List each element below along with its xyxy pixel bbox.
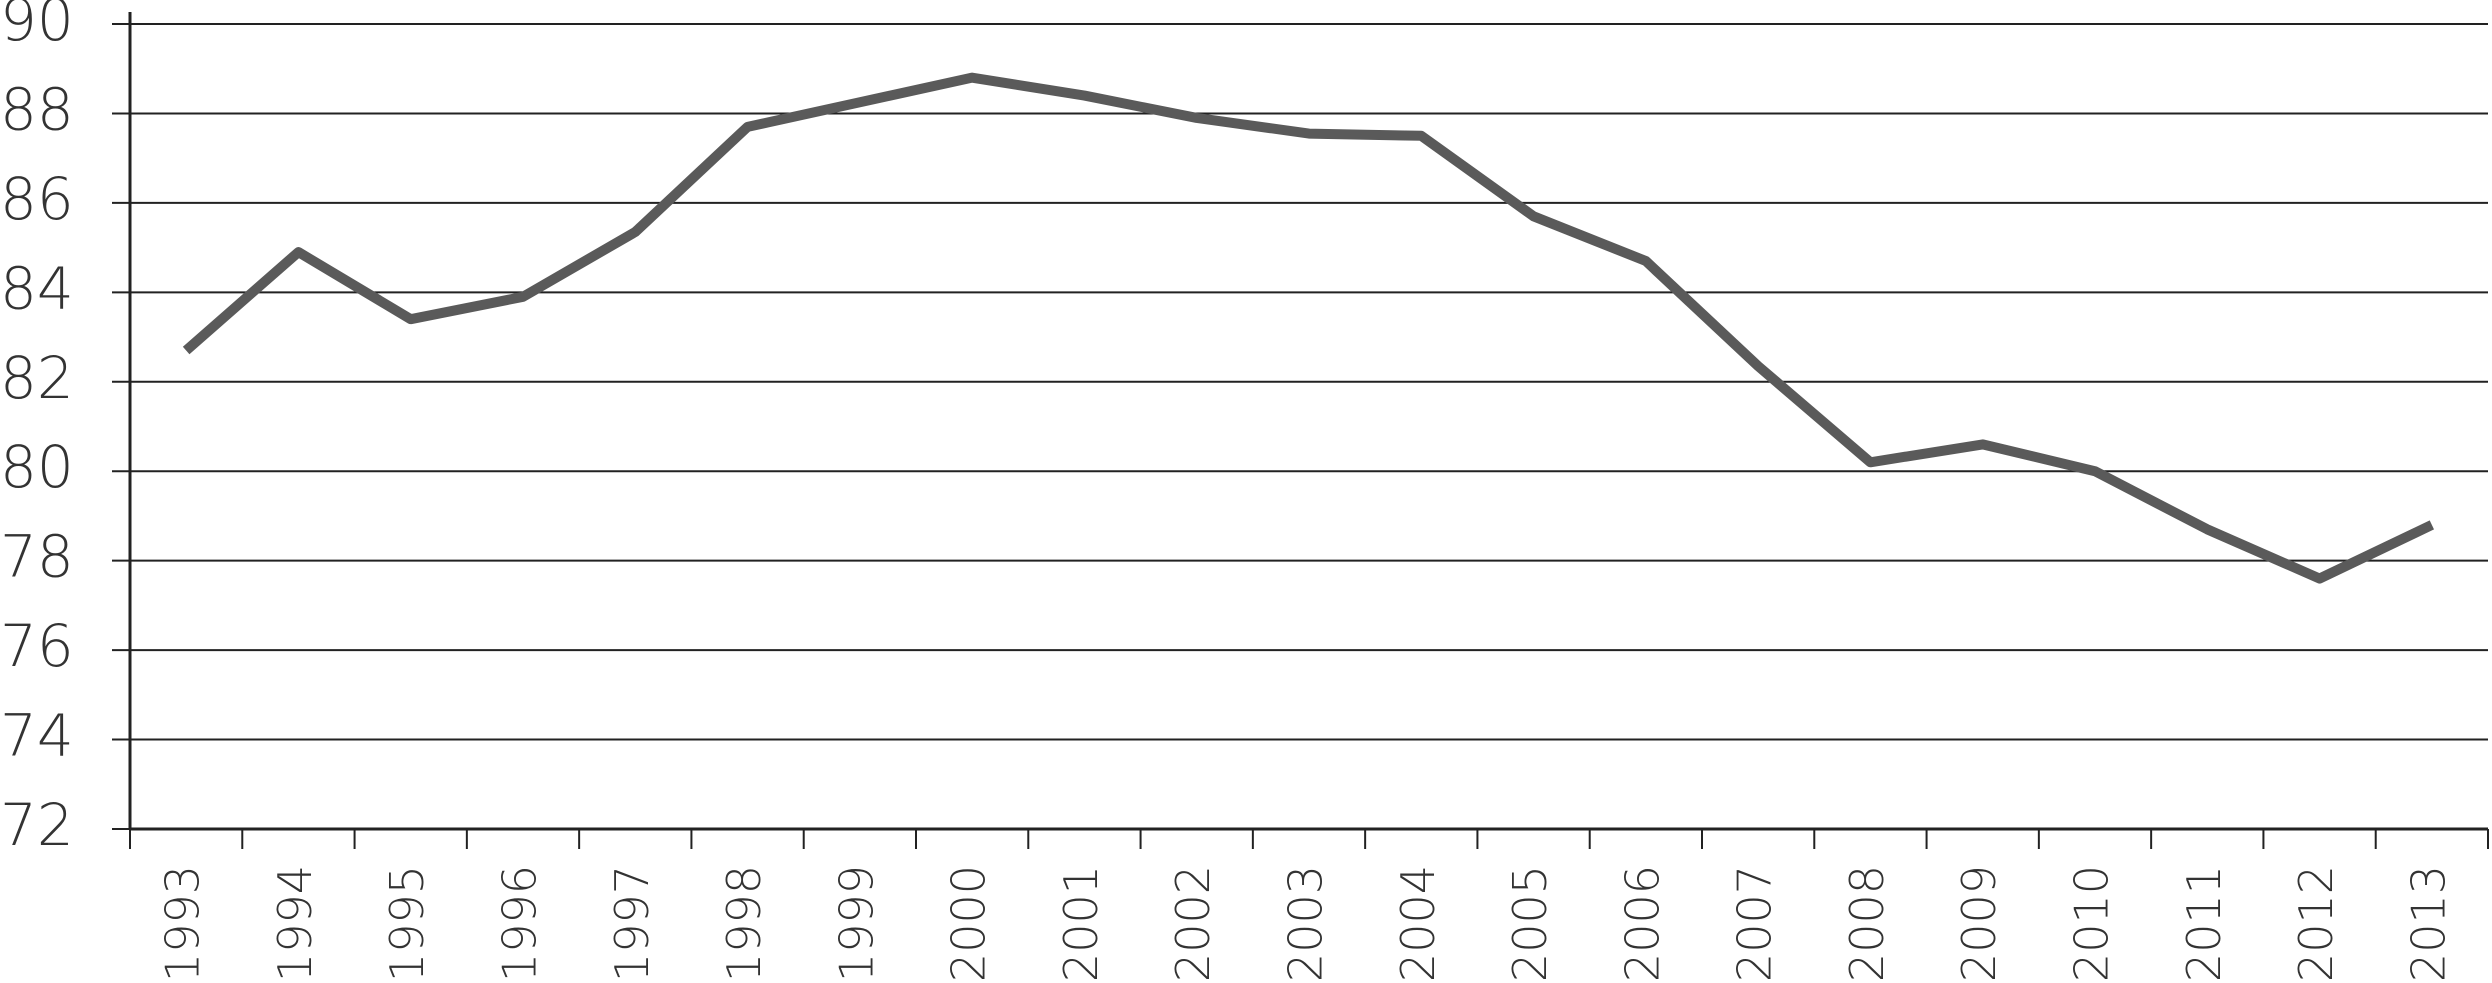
y-tick-label: 82 xyxy=(0,344,74,412)
x-tick-label: 2005 xyxy=(1503,865,1557,982)
y-tick-label: 78 xyxy=(0,523,74,591)
x-tick-label: 2011 xyxy=(2177,865,2231,982)
x-tick-label: 2010 xyxy=(2065,865,2119,982)
y-tick-label: 74 xyxy=(0,702,74,770)
x-tick-label: 2007 xyxy=(1728,865,1782,982)
x-tick-label: 2003 xyxy=(1279,865,1333,982)
x-tick-label: 2000 xyxy=(942,865,996,982)
x-tick-label: 1995 xyxy=(380,865,434,982)
y-tick-label: 76 xyxy=(0,612,74,680)
y-tick-label: 84 xyxy=(0,254,74,322)
x-tick-label: 1996 xyxy=(493,865,547,982)
x-tick-label: 2012 xyxy=(2289,865,2343,982)
x-tick-label: 2013 xyxy=(2401,865,2455,982)
x-tick-label: 2009 xyxy=(1952,865,2006,982)
y-tick-label: 86 xyxy=(0,165,74,233)
y-tick-label: 72 xyxy=(0,791,74,859)
y-tick-label: 80 xyxy=(0,433,74,501)
x-tick-label: 2006 xyxy=(1615,865,1669,982)
x-tick-label: 1998 xyxy=(717,865,771,982)
data-line xyxy=(182,72,2435,584)
x-tick-label: 2008 xyxy=(1840,865,1894,982)
x-tick-label: 1993 xyxy=(156,865,210,982)
y-tick-label: 90 xyxy=(0,0,74,54)
x-tick-label: 1994 xyxy=(268,865,322,982)
x-tick-label: 1997 xyxy=(605,865,659,982)
y-tick-label: 88 xyxy=(0,75,74,143)
x-tick-label: 2001 xyxy=(1054,865,1108,982)
x-tick-label: 2004 xyxy=(1391,865,1445,982)
x-tick-label: 2002 xyxy=(1166,865,1220,982)
x-tick-label: 1999 xyxy=(829,865,883,982)
